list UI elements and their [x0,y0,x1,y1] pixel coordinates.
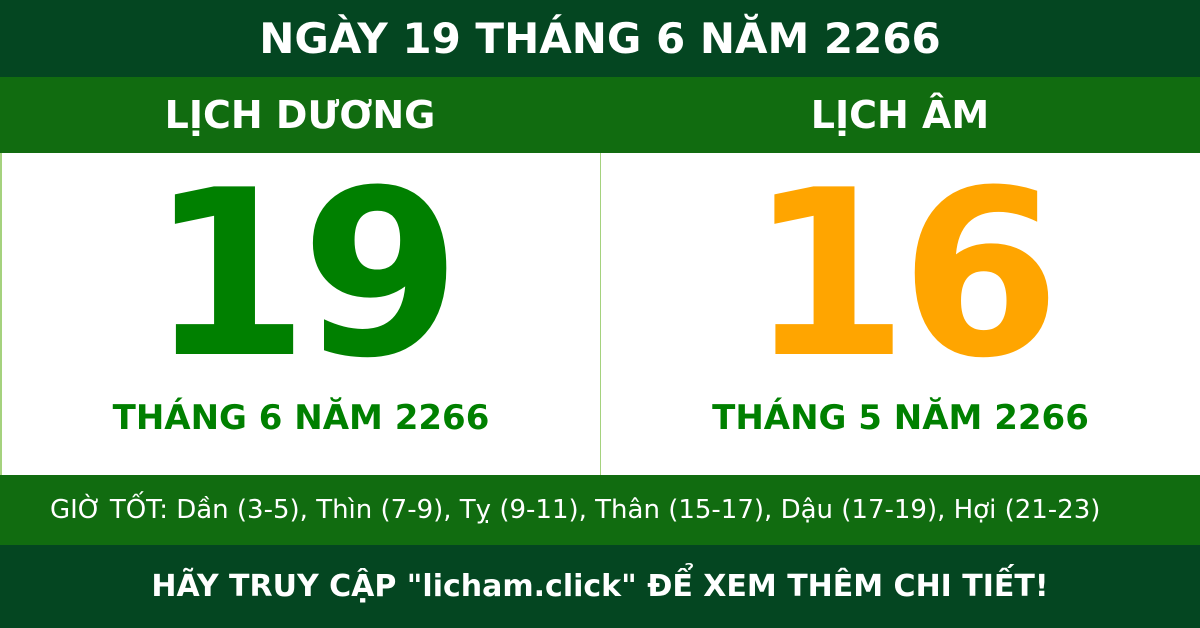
lunar-day: 16 [748,142,1060,409]
solar-panel: 19 THÁNG 6 NĂM 2266 [0,153,600,475]
footer-cta: HÃY TRUY CẬP "licham.click" ĐỂ XEM THÊM … [0,545,1200,628]
calendar-headers: LỊCH DƯƠNG LỊCH ÂM [0,77,1200,153]
solar-month-year: THÁNG 6 NĂM 2266 [112,398,490,438]
lunar-heading: LỊCH ÂM [810,93,990,137]
solar-heading: LỊCH DƯƠNG [164,93,436,137]
good-hours: GIỜ TỐT: Dần (3-5), Thìn (7-9), Tỵ (9-11… [0,475,1200,545]
page-title: NGÀY 19 THÁNG 6 NĂM 2266 [0,0,1200,77]
lunar-panel: 16 THÁNG 5 NĂM 2266 [600,153,1200,475]
solar-day: 19 [148,142,461,409]
lunar-month-year: THÁNG 5 NĂM 2266 [712,398,1089,438]
